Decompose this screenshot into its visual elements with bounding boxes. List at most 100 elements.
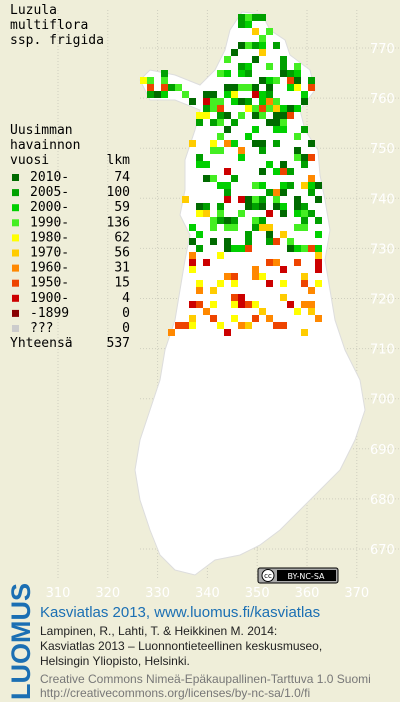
observation-square xyxy=(196,231,203,238)
observation-square xyxy=(259,42,266,49)
observation-square xyxy=(266,119,273,126)
observation-square xyxy=(238,154,245,161)
observation-square xyxy=(231,49,238,56)
observation-square xyxy=(301,210,308,217)
observation-square xyxy=(238,147,245,154)
legend-count: 56 xyxy=(114,246,130,261)
total-count: 537 xyxy=(107,336,130,351)
observation-square xyxy=(238,98,245,105)
legend-count: 0 xyxy=(122,321,130,336)
observation-square xyxy=(161,91,168,98)
observation-square xyxy=(224,112,231,119)
observation-square xyxy=(266,224,273,231)
observation-square xyxy=(245,301,252,308)
grid-label: 360 xyxy=(295,586,320,601)
observation-square xyxy=(182,91,189,98)
observation-square xyxy=(245,196,252,203)
observation-square xyxy=(252,224,259,231)
observation-square xyxy=(224,273,231,280)
grid-label: 370 xyxy=(344,586,369,601)
observation-square xyxy=(273,77,280,84)
observation-square xyxy=(294,245,301,252)
observation-square xyxy=(196,161,203,168)
observation-square xyxy=(210,287,217,294)
legend-count: 136 xyxy=(107,215,130,230)
observation-square xyxy=(224,224,231,231)
observation-square xyxy=(238,245,245,252)
observation-square xyxy=(287,105,294,112)
observation-square xyxy=(203,98,210,105)
observation-square xyxy=(308,84,315,91)
observation-square xyxy=(161,70,168,77)
observation-square xyxy=(196,112,203,119)
observation-square xyxy=(280,203,287,210)
license-url[interactable]: http://creativecommons.org/licenses/by-n… xyxy=(40,686,310,700)
observation-square xyxy=(266,210,273,217)
observation-square xyxy=(210,119,217,126)
observation-square xyxy=(231,91,238,98)
observation-square xyxy=(301,273,308,280)
observation-square xyxy=(266,105,273,112)
observation-square xyxy=(224,245,231,252)
observation-square xyxy=(245,63,252,70)
observation-square xyxy=(259,147,266,154)
legend-label: -1899 xyxy=(30,306,69,321)
footer-link[interactable]: Kasviatlas 2013, www.luomus.fi/kasviatla… xyxy=(40,604,320,621)
observation-square xyxy=(259,308,266,315)
observation-square xyxy=(189,301,196,308)
observation-square xyxy=(224,217,231,224)
observation-square xyxy=(217,147,224,154)
observation-square xyxy=(301,98,308,105)
observation-square xyxy=(301,91,308,98)
observation-square xyxy=(203,175,210,182)
observation-square xyxy=(189,322,196,329)
observation-square xyxy=(280,280,287,287)
grid-label: 750 xyxy=(370,142,395,157)
observation-square xyxy=(210,98,217,105)
legend-label: 1960- xyxy=(30,261,69,276)
observation-square xyxy=(273,126,280,133)
observation-square xyxy=(294,84,301,91)
observation-square xyxy=(266,77,273,84)
observation-square xyxy=(252,56,259,63)
observation-square xyxy=(168,329,175,336)
observation-square xyxy=(224,126,231,133)
observation-square xyxy=(315,266,322,273)
observation-square xyxy=(266,259,273,266)
observation-square xyxy=(224,140,231,147)
legend-count: 62 xyxy=(114,230,130,245)
observation-square xyxy=(294,147,301,154)
observation-square xyxy=(252,301,259,308)
observation-square xyxy=(238,196,245,203)
observation-square xyxy=(252,112,259,119)
observation-square xyxy=(280,210,287,217)
observation-square xyxy=(245,70,252,77)
finland-outline xyxy=(134,11,366,576)
observation-square xyxy=(273,119,280,126)
observation-square xyxy=(224,168,231,175)
observation-square xyxy=(224,196,231,203)
observation-square xyxy=(266,28,273,35)
observation-square xyxy=(175,322,182,329)
observation-square xyxy=(238,70,245,77)
observation-square xyxy=(273,98,280,105)
observation-square xyxy=(315,245,322,252)
grid-label: 330 xyxy=(145,586,170,601)
observation-square xyxy=(308,301,315,308)
grid-label: 680 xyxy=(370,493,395,508)
observation-square xyxy=(266,161,273,168)
observation-square xyxy=(196,301,203,308)
legend-swatch xyxy=(12,294,19,302)
observation-square xyxy=(308,77,315,84)
observation-square xyxy=(280,168,287,175)
observation-square xyxy=(245,105,252,112)
observation-square xyxy=(308,287,315,294)
observation-square xyxy=(266,238,273,245)
observation-square xyxy=(266,91,273,98)
observation-square xyxy=(266,231,273,238)
observation-square xyxy=(259,35,266,42)
observation-square xyxy=(189,238,196,245)
observation-square xyxy=(280,231,287,238)
observation-square xyxy=(217,133,224,140)
